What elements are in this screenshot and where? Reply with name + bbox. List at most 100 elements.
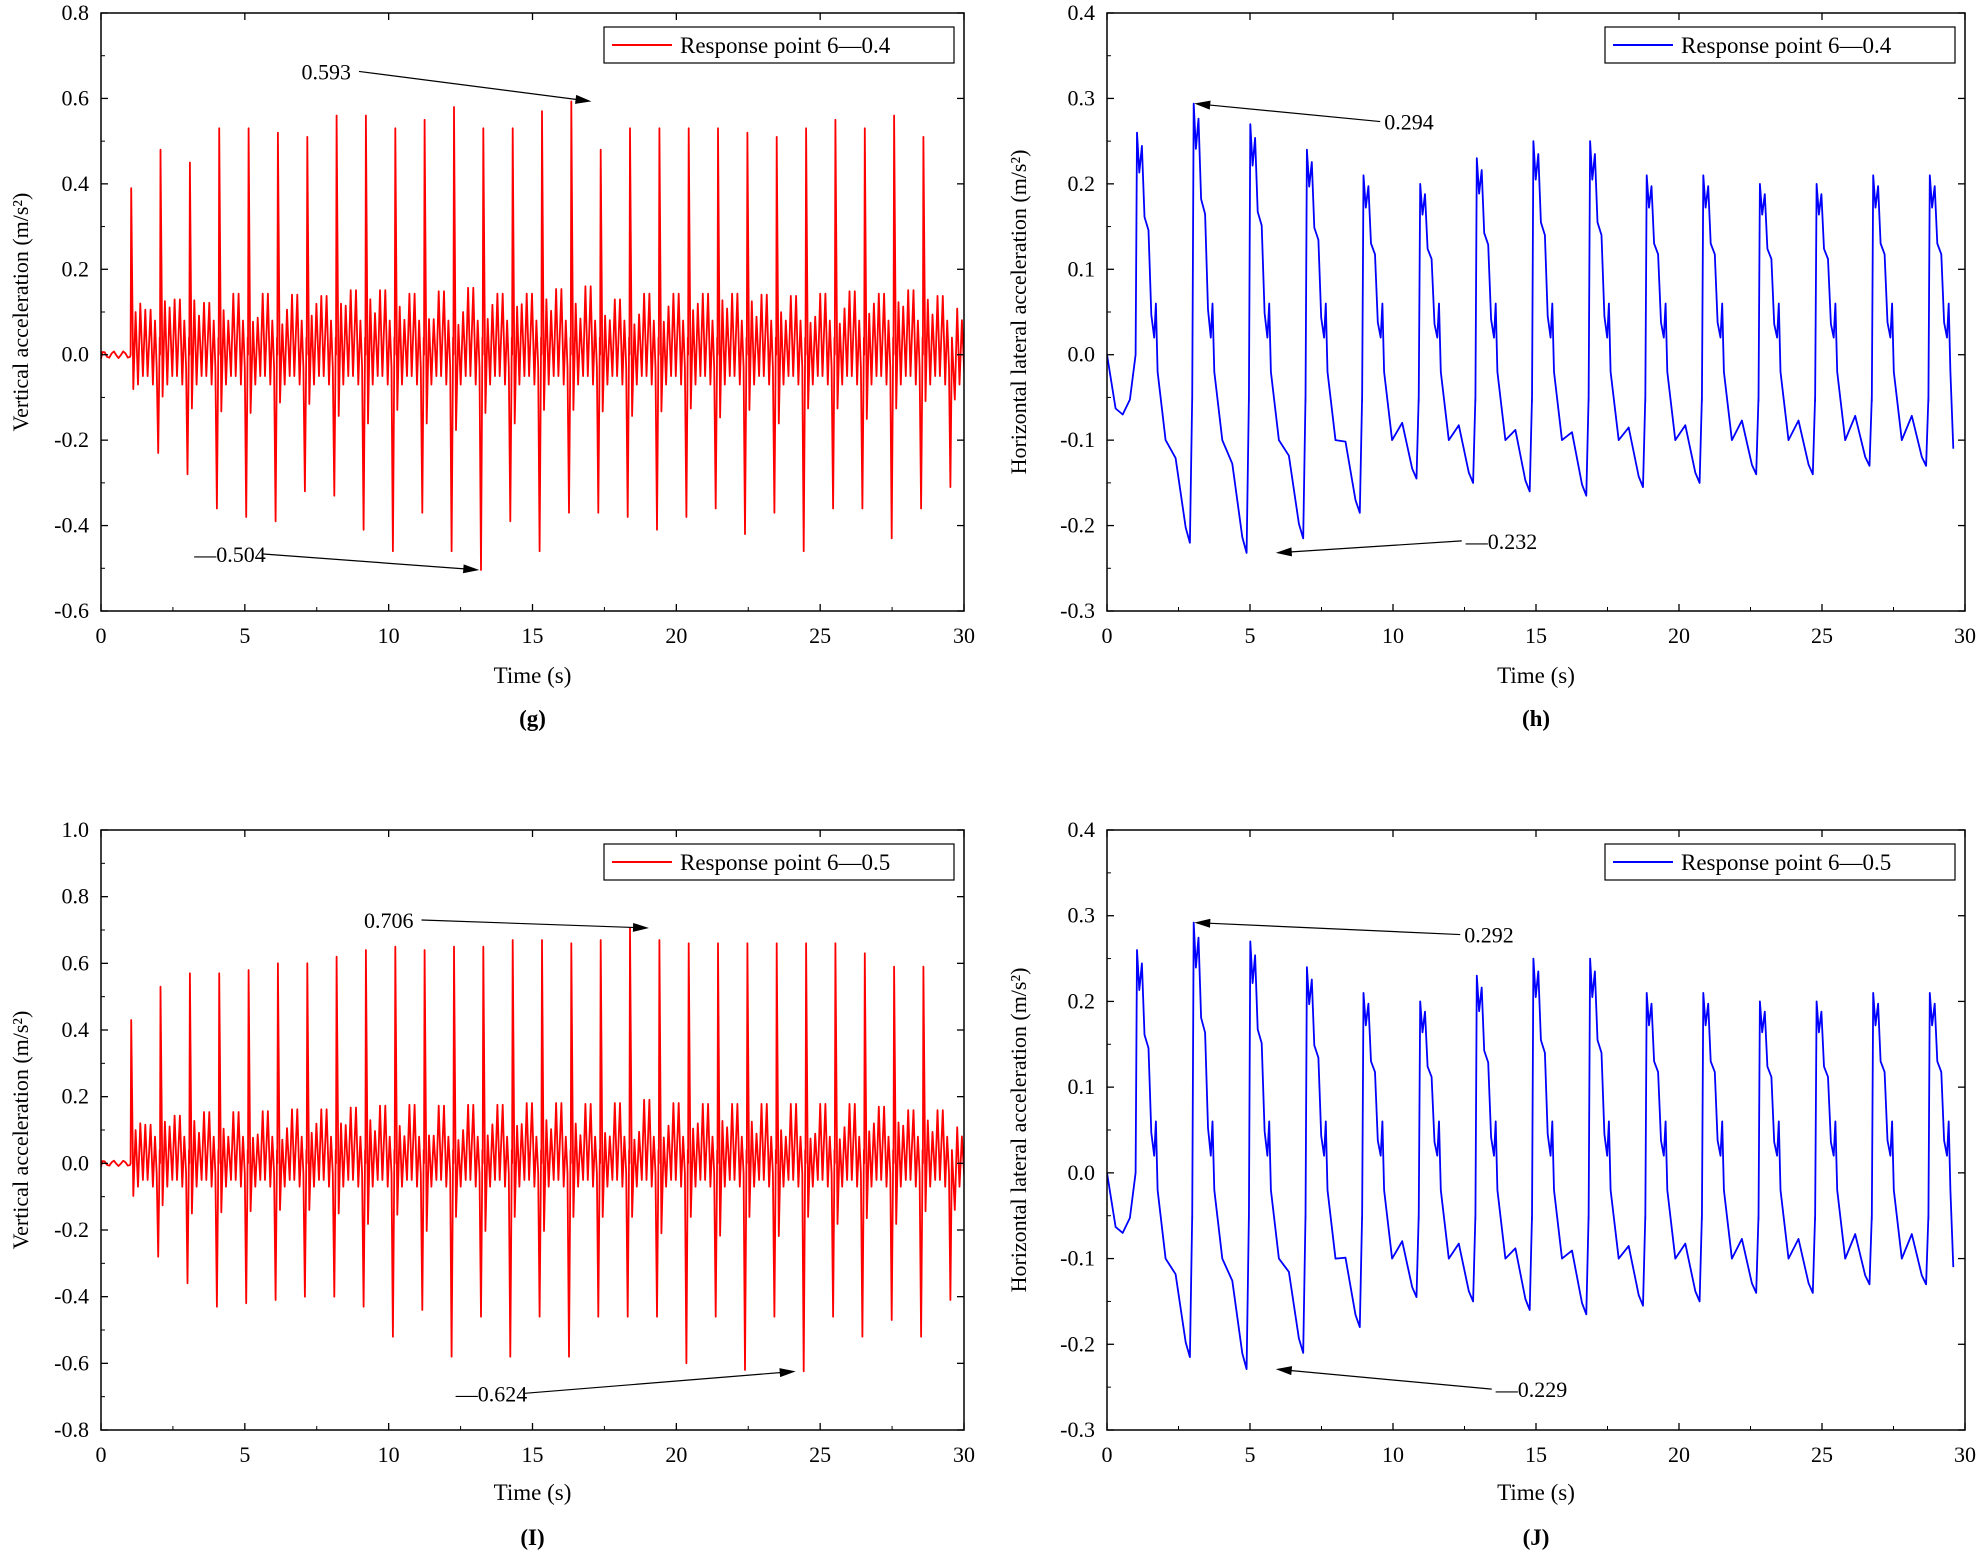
chart-J: 0 5 10 15 20 25 30 -0.3 -0.2 -0.1 0.0 0.1 0.2 0.3 0.4 T…	[1006, 817, 1976, 1550]
annotation-label: 0.706	[364, 908, 414, 933]
y-tick-label: -0.2	[54, 1217, 89, 1242]
x-tick-label: 15	[1525, 623, 1547, 648]
x-tick-label: 15	[522, 623, 544, 648]
y-tick-label: 0.3	[1068, 903, 1096, 928]
annotation-arrow-line	[1202, 922, 1461, 936]
legend-label: Response point 6—0.5	[680, 850, 890, 875]
chart-panels: 0 5 10 15 20 25 30 -0.6 -0.4 -0.2 0.0 0.2 0.4 0.6 0.8 T…	[8, 0, 1976, 1550]
y-tick-label: -0.2	[54, 427, 89, 452]
annotation-arrowhead	[1275, 547, 1292, 557]
x-tick-label: 20	[1668, 623, 1690, 648]
annotation-arrow-line	[263, 553, 472, 571]
x-tick-label: 25	[1811, 1442, 1833, 1467]
x-tick-label: 10	[1382, 623, 1404, 648]
y-tick-label: 0.1	[1068, 256, 1096, 281]
panel-label: (I)	[520, 1525, 544, 1550]
x-tick-label: 30	[1954, 623, 1976, 648]
y-tick-label: 0.8	[62, 0, 90, 25]
annotation-arrowhead	[779, 1368, 796, 1378]
series-line	[101, 100, 964, 571]
panel-label: (J)	[1523, 1525, 1550, 1550]
annotation: 0.706	[364, 908, 650, 933]
annotation-arrowhead	[1194, 100, 1211, 110]
y-tick-label: -0.8	[54, 1417, 89, 1442]
x-tick-label: 5	[1245, 623, 1256, 648]
y-tick-label: 0.0	[1068, 1160, 1096, 1185]
annotation-label: —0.504	[193, 542, 266, 567]
x-tick-label: 20	[665, 623, 687, 648]
x-axis-title: Time (s)	[494, 663, 572, 688]
annotation-arrow-line	[1283, 540, 1462, 553]
chart-g: 0 5 10 15 20 25 30 -0.6 -0.4 -0.2 0.0 0.2 0.4 0.6 0.8 T…	[8, 0, 975, 731]
annotation-arrow-line	[421, 919, 642, 929]
x-tick-label: 0	[96, 1442, 107, 1467]
y-axis-title: Vertical acceleration (m/s²)	[8, 193, 33, 432]
series-line	[1107, 921, 1955, 1370]
legend: Response point 6—0.5	[603, 843, 955, 881]
y-tick-label: -0.1	[1060, 1246, 1095, 1271]
x-tick-label: 10	[378, 1442, 400, 1467]
annotation-label: —0.232	[1465, 529, 1538, 554]
x-tick-label: 25	[809, 1442, 831, 1467]
y-tick-label: 0.4	[1068, 817, 1096, 842]
x-tick-label: 25	[809, 623, 831, 648]
y-tick-label: 0.2	[62, 1084, 90, 1109]
y-axis-title: Horizontal lateral acceleration (m/s²)	[1006, 968, 1031, 1293]
x-tick-label: 15	[522, 1442, 544, 1467]
annotation-label: —0.624	[455, 1381, 527, 1406]
y-tick-label: 0.8	[62, 884, 90, 909]
series-line	[1107, 102, 1955, 554]
x-tick-label: 20	[1668, 1442, 1690, 1467]
x-tick-label: 15	[1525, 1442, 1547, 1467]
annotation: 0.294	[1194, 100, 1434, 135]
x-tick-label: 0	[96, 623, 107, 648]
legend: Response point 6—0.4	[603, 26, 955, 64]
y-tick-label: -0.3	[1060, 1417, 1095, 1442]
x-tick-label: 5	[1245, 1442, 1256, 1467]
y-tick-label: -0.6	[54, 598, 89, 623]
annotation-arrowhead	[632, 922, 650, 932]
y-tick-label: 0.0	[62, 342, 90, 367]
x-tick-label: 30	[953, 623, 975, 648]
chart-I: 0 5 10 15 20 25 30 -0.8 -0.6 -0.4 -0.2 0.0 0.2 0.4 0.6…	[8, 817, 975, 1550]
x-tick-label: 5	[239, 1442, 250, 1467]
y-tick-label: 0.0	[1068, 342, 1096, 367]
x-tick-label: 20	[665, 1442, 687, 1467]
x-tick-label: 5	[239, 623, 250, 648]
x-tick-label: 0	[1102, 1442, 1113, 1467]
x-tick-label: 25	[1811, 623, 1833, 648]
legend: Response point 6—0.4	[1604, 26, 1956, 64]
annotation: —0.624	[455, 1368, 796, 1406]
annotation-arrowhead	[1194, 918, 1211, 928]
y-tick-label: 0.2	[1068, 988, 1096, 1013]
y-tick-label: 0.6	[62, 950, 90, 975]
annotation: —0.232	[1275, 529, 1538, 557]
annotation: 0.292	[1194, 918, 1514, 948]
y-tick-label: -0.4	[54, 1284, 89, 1309]
legend-label: Response point 6—0.5	[1681, 850, 1891, 875]
annotation-label: 0.294	[1384, 110, 1434, 135]
annotation: —0.504	[193, 542, 480, 574]
y-tick-label: -0.2	[1060, 1331, 1095, 1356]
x-tick-label: 30	[1954, 1442, 1976, 1467]
annotation-arrow-line	[524, 1371, 788, 1394]
y-tick-label: 0.6	[62, 85, 90, 110]
y-tick-label: 0.2	[1068, 171, 1096, 196]
x-axis-title: Time (s)	[1497, 1480, 1575, 1505]
annotation: —0.229	[1275, 1366, 1567, 1402]
annotation-arrowhead	[575, 94, 592, 104]
x-tick-label: 30	[953, 1442, 975, 1467]
y-tick-label: -0.2	[1060, 513, 1095, 538]
y-tick-label: -0.1	[1060, 427, 1095, 452]
y-axis-title: Horizontal lateral acceleration (m/s²)	[1006, 150, 1031, 475]
y-tick-label: 0.4	[62, 1017, 90, 1042]
legend-label: Response point 6—0.4	[680, 33, 891, 58]
annotation-arrow-line	[1283, 1369, 1492, 1390]
y-tick-label: 0.1	[1068, 1074, 1096, 1099]
legend: Response point 6—0.5	[1604, 843, 1956, 881]
annotation-arrowhead	[462, 564, 480, 574]
annotation-label: 0.593	[301, 59, 351, 84]
y-tick-label: 1.0	[62, 817, 90, 842]
y-tick-label: 0.2	[62, 256, 90, 281]
chart-h: 0 5 10 15 20 25 30 -0.3 -0.2 -0.1 0.0 0.1 0.2 0.3 0.4 T…	[1006, 0, 1976, 731]
